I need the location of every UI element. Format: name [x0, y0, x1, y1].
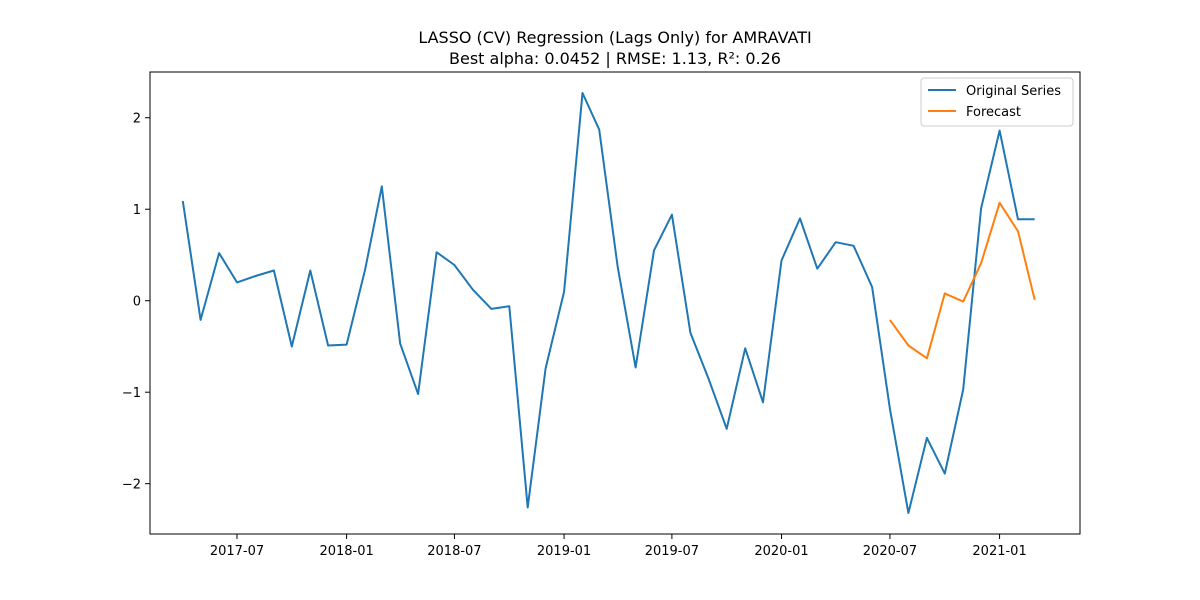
- y-tick-label: −1: [122, 386, 141, 401]
- chart-subtitle: Best alpha: 0.0452 | RMSE: 1.13, R²: 0.2…: [449, 49, 781, 68]
- y-tick-label: 2: [133, 112, 141, 127]
- legend-label-forecast: Forecast: [966, 105, 1021, 120]
- x-tick-label: 2020-01: [754, 544, 808, 559]
- x-tick-label: 2017-07: [210, 544, 264, 559]
- series-layer: [181, 92, 1036, 514]
- y-tick-label: 1: [133, 203, 141, 218]
- y-tick-label: −2: [122, 478, 141, 493]
- legend: Original Series Forecast: [920, 77, 1074, 127]
- x-tick-label: 2018-01: [319, 544, 373, 559]
- x-tick-label: 2018-07: [427, 544, 481, 559]
- plot-frame: [149, 71, 1081, 535]
- series-line-forecast: [889, 201, 1036, 360]
- x-tick-label: 2019-07: [645, 544, 699, 559]
- chart-title: LASSO (CV) Regression (Lags Only) for AM…: [418, 28, 811, 47]
- x-tick-label: 2021-01: [972, 544, 1026, 559]
- x-axis: 2017-07 2018-01 2018-07 2019-01 2019-07 2020-…: [210, 534, 1027, 559]
- y-tick-label: 0: [133, 295, 141, 310]
- x-tick-label: 2019-01: [537, 544, 591, 559]
- x-tick-label: 2020-07: [863, 544, 917, 559]
- series-line-original: [181, 92, 1035, 514]
- y-axis: −2 −1 0 1 2: [122, 112, 150, 493]
- legend-label-original: Original Series: [966, 84, 1061, 99]
- legend-box: [920, 77, 1074, 127]
